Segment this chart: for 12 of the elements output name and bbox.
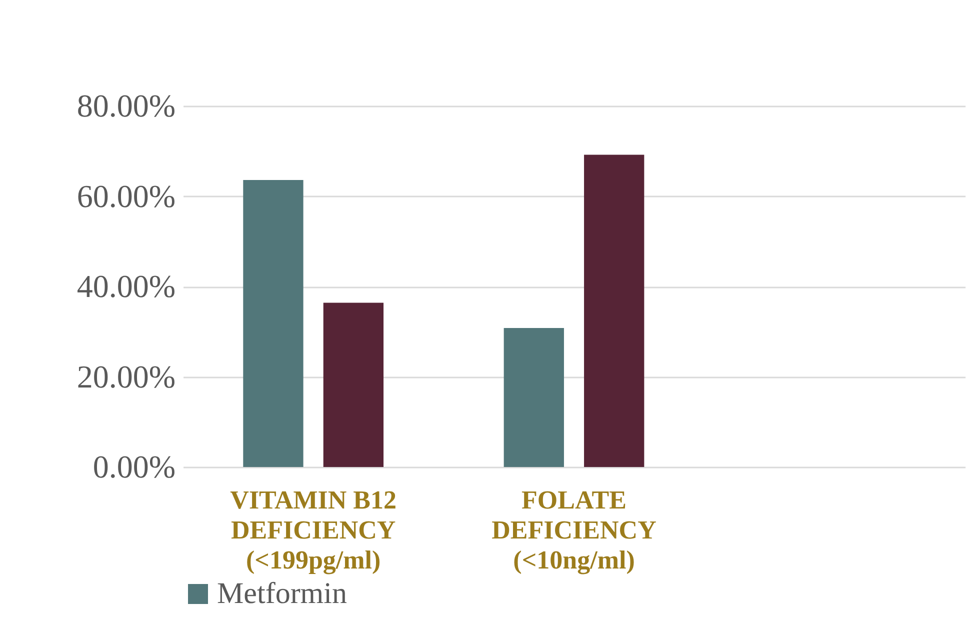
bar [584,154,644,467]
y-tick-label: 0.00% [92,448,176,484]
y-tick-label: 20.00% [76,358,176,394]
x-tick-label: FOLATE DEFICIENCY (<10ng/ml) [492,486,657,574]
x-tick-label: VITAMIN B12 DEFICIENCY (<199pg/ml) [230,486,397,574]
bar [504,328,564,467]
y-tick-label: 80.00% [76,88,176,124]
legend-label: Metformin [217,577,347,610]
y-tick-label: 40.00% [76,268,176,304]
bar [323,302,384,467]
bar [243,180,304,467]
y-tick-label: 60.00% [76,178,176,214]
